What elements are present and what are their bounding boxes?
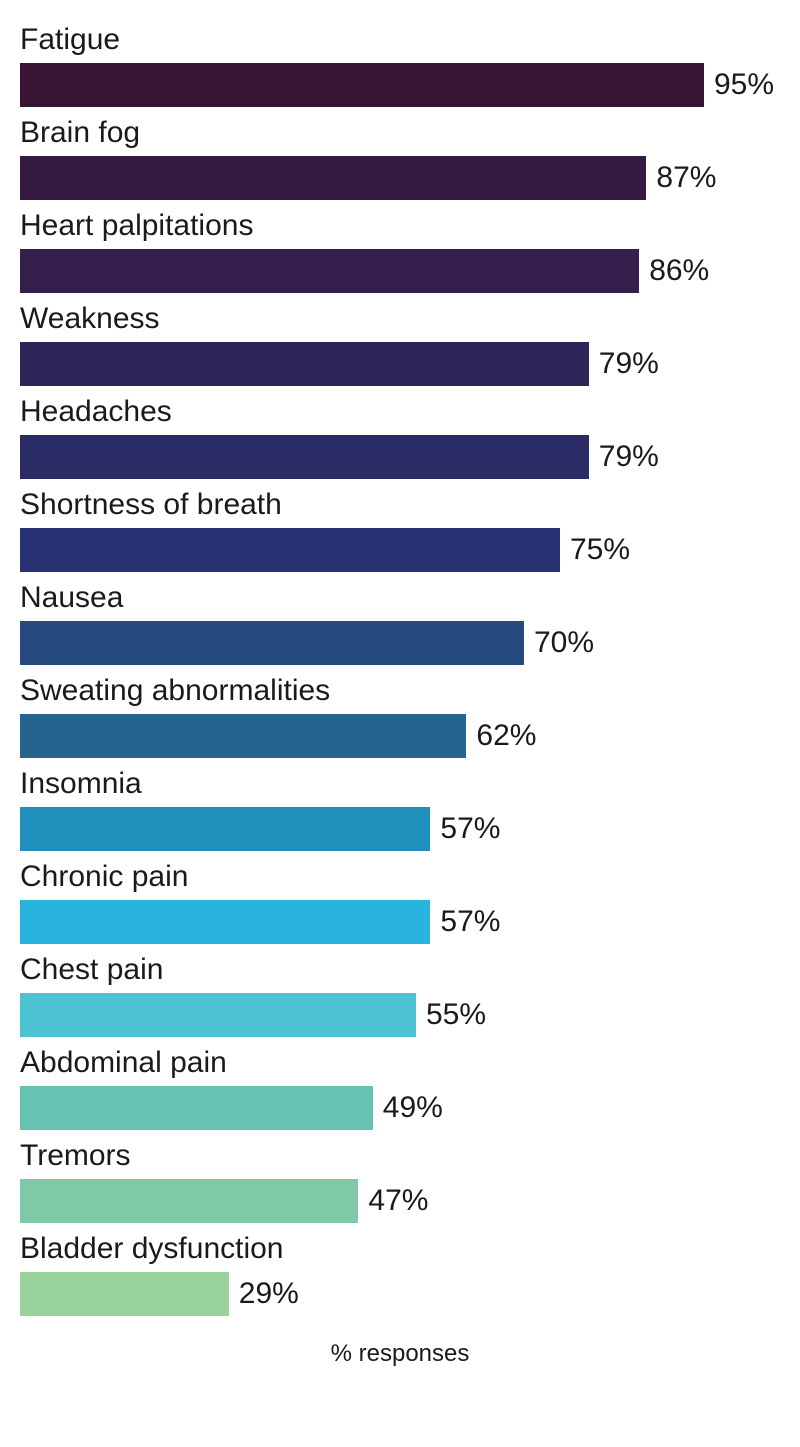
bar <box>20 807 430 851</box>
bar-wrap: 79% <box>20 342 780 386</box>
bar-wrap: 70% <box>20 621 780 665</box>
bar-wrap: 47% <box>20 1179 780 1223</box>
bar-value: 55% <box>426 998 486 1032</box>
bar-wrap: 55% <box>20 993 780 1037</box>
bar-value: 49% <box>383 1091 443 1125</box>
bar-wrap: 57% <box>20 900 780 944</box>
chart-row: Chronic pain 57% <box>20 857 780 944</box>
bar-wrap: 49% <box>20 1086 780 1130</box>
bar <box>20 993 416 1037</box>
bar-wrap: 86% <box>20 249 780 293</box>
bar <box>20 435 589 479</box>
bar-value: 75% <box>570 533 630 567</box>
bar <box>20 1272 229 1316</box>
bar-label: Insomnia <box>20 764 780 803</box>
bar-label: Fatigue <box>20 20 780 59</box>
chart-row: Headaches 79% <box>20 392 780 479</box>
bar <box>20 714 466 758</box>
chart-row: Tremors 47% <box>20 1136 780 1223</box>
chart-row: Heart palpitations 86% <box>20 206 780 293</box>
bar-label: Headaches <box>20 392 780 431</box>
bar-value: 29% <box>239 1277 299 1311</box>
chart-row: Nausea 70% <box>20 578 780 665</box>
chart-row: Weakness 79% <box>20 299 780 386</box>
bar-wrap: 79% <box>20 435 780 479</box>
bar-value: 87% <box>656 161 716 195</box>
bar-label: Tremors <box>20 1136 780 1175</box>
bar-value: 62% <box>476 719 536 753</box>
bar-label: Bladder dysfunction <box>20 1229 780 1268</box>
bar <box>20 1179 358 1223</box>
bar-label: Abdominal pain <box>20 1043 780 1082</box>
chart-row: Brain fog 87% <box>20 113 780 200</box>
bar-wrap: 62% <box>20 714 780 758</box>
bar-wrap: 95% <box>20 63 780 107</box>
chart-row: Insomnia 57% <box>20 764 780 851</box>
chart-row: Bladder dysfunction 29% <box>20 1229 780 1316</box>
bar-value: 86% <box>649 254 709 288</box>
chart-row: Chest pain 55% <box>20 950 780 1037</box>
bar <box>20 1086 373 1130</box>
bar <box>20 63 704 107</box>
bar-value: 79% <box>599 440 659 474</box>
bar-wrap: 75% <box>20 528 780 572</box>
chart-row: Fatigue 95% <box>20 20 780 107</box>
bar-wrap: 87% <box>20 156 780 200</box>
bar-wrap: 29% <box>20 1272 780 1316</box>
bar <box>20 621 524 665</box>
bar-label: Weakness <box>20 299 780 338</box>
bar-value: 79% <box>599 347 659 381</box>
chart-row: Shortness of breath 75% <box>20 485 780 572</box>
bar-wrap: 57% <box>20 807 780 851</box>
bar-chart: Fatigue 95% Brain fog 87% Heart palpitations… <box>20 20 780 1316</box>
bar-value: 57% <box>440 905 500 939</box>
bar-label: Sweating abnormalities <box>20 671 780 710</box>
bar-value: 70% <box>534 626 594 660</box>
chart-row: Sweating abnormalities 62% <box>20 671 780 758</box>
bar <box>20 249 639 293</box>
bar-value: 47% <box>368 1184 428 1218</box>
bar-value: 95% <box>714 68 774 102</box>
bar-label: Brain fog <box>20 113 780 152</box>
bar-label: Heart palpitations <box>20 206 780 245</box>
bar-label: Chronic pain <box>20 857 780 896</box>
bar-label: Nausea <box>20 578 780 617</box>
chart-row: Abdominal pain 49% <box>20 1043 780 1130</box>
bar-label: Chest pain <box>20 950 780 989</box>
bar <box>20 342 589 386</box>
bar <box>20 156 646 200</box>
bar <box>20 900 430 944</box>
bar-label: Shortness of breath <box>20 485 780 524</box>
x-axis-label: % responses <box>20 1340 780 1368</box>
bar <box>20 528 560 572</box>
bar-value: 57% <box>440 812 500 846</box>
